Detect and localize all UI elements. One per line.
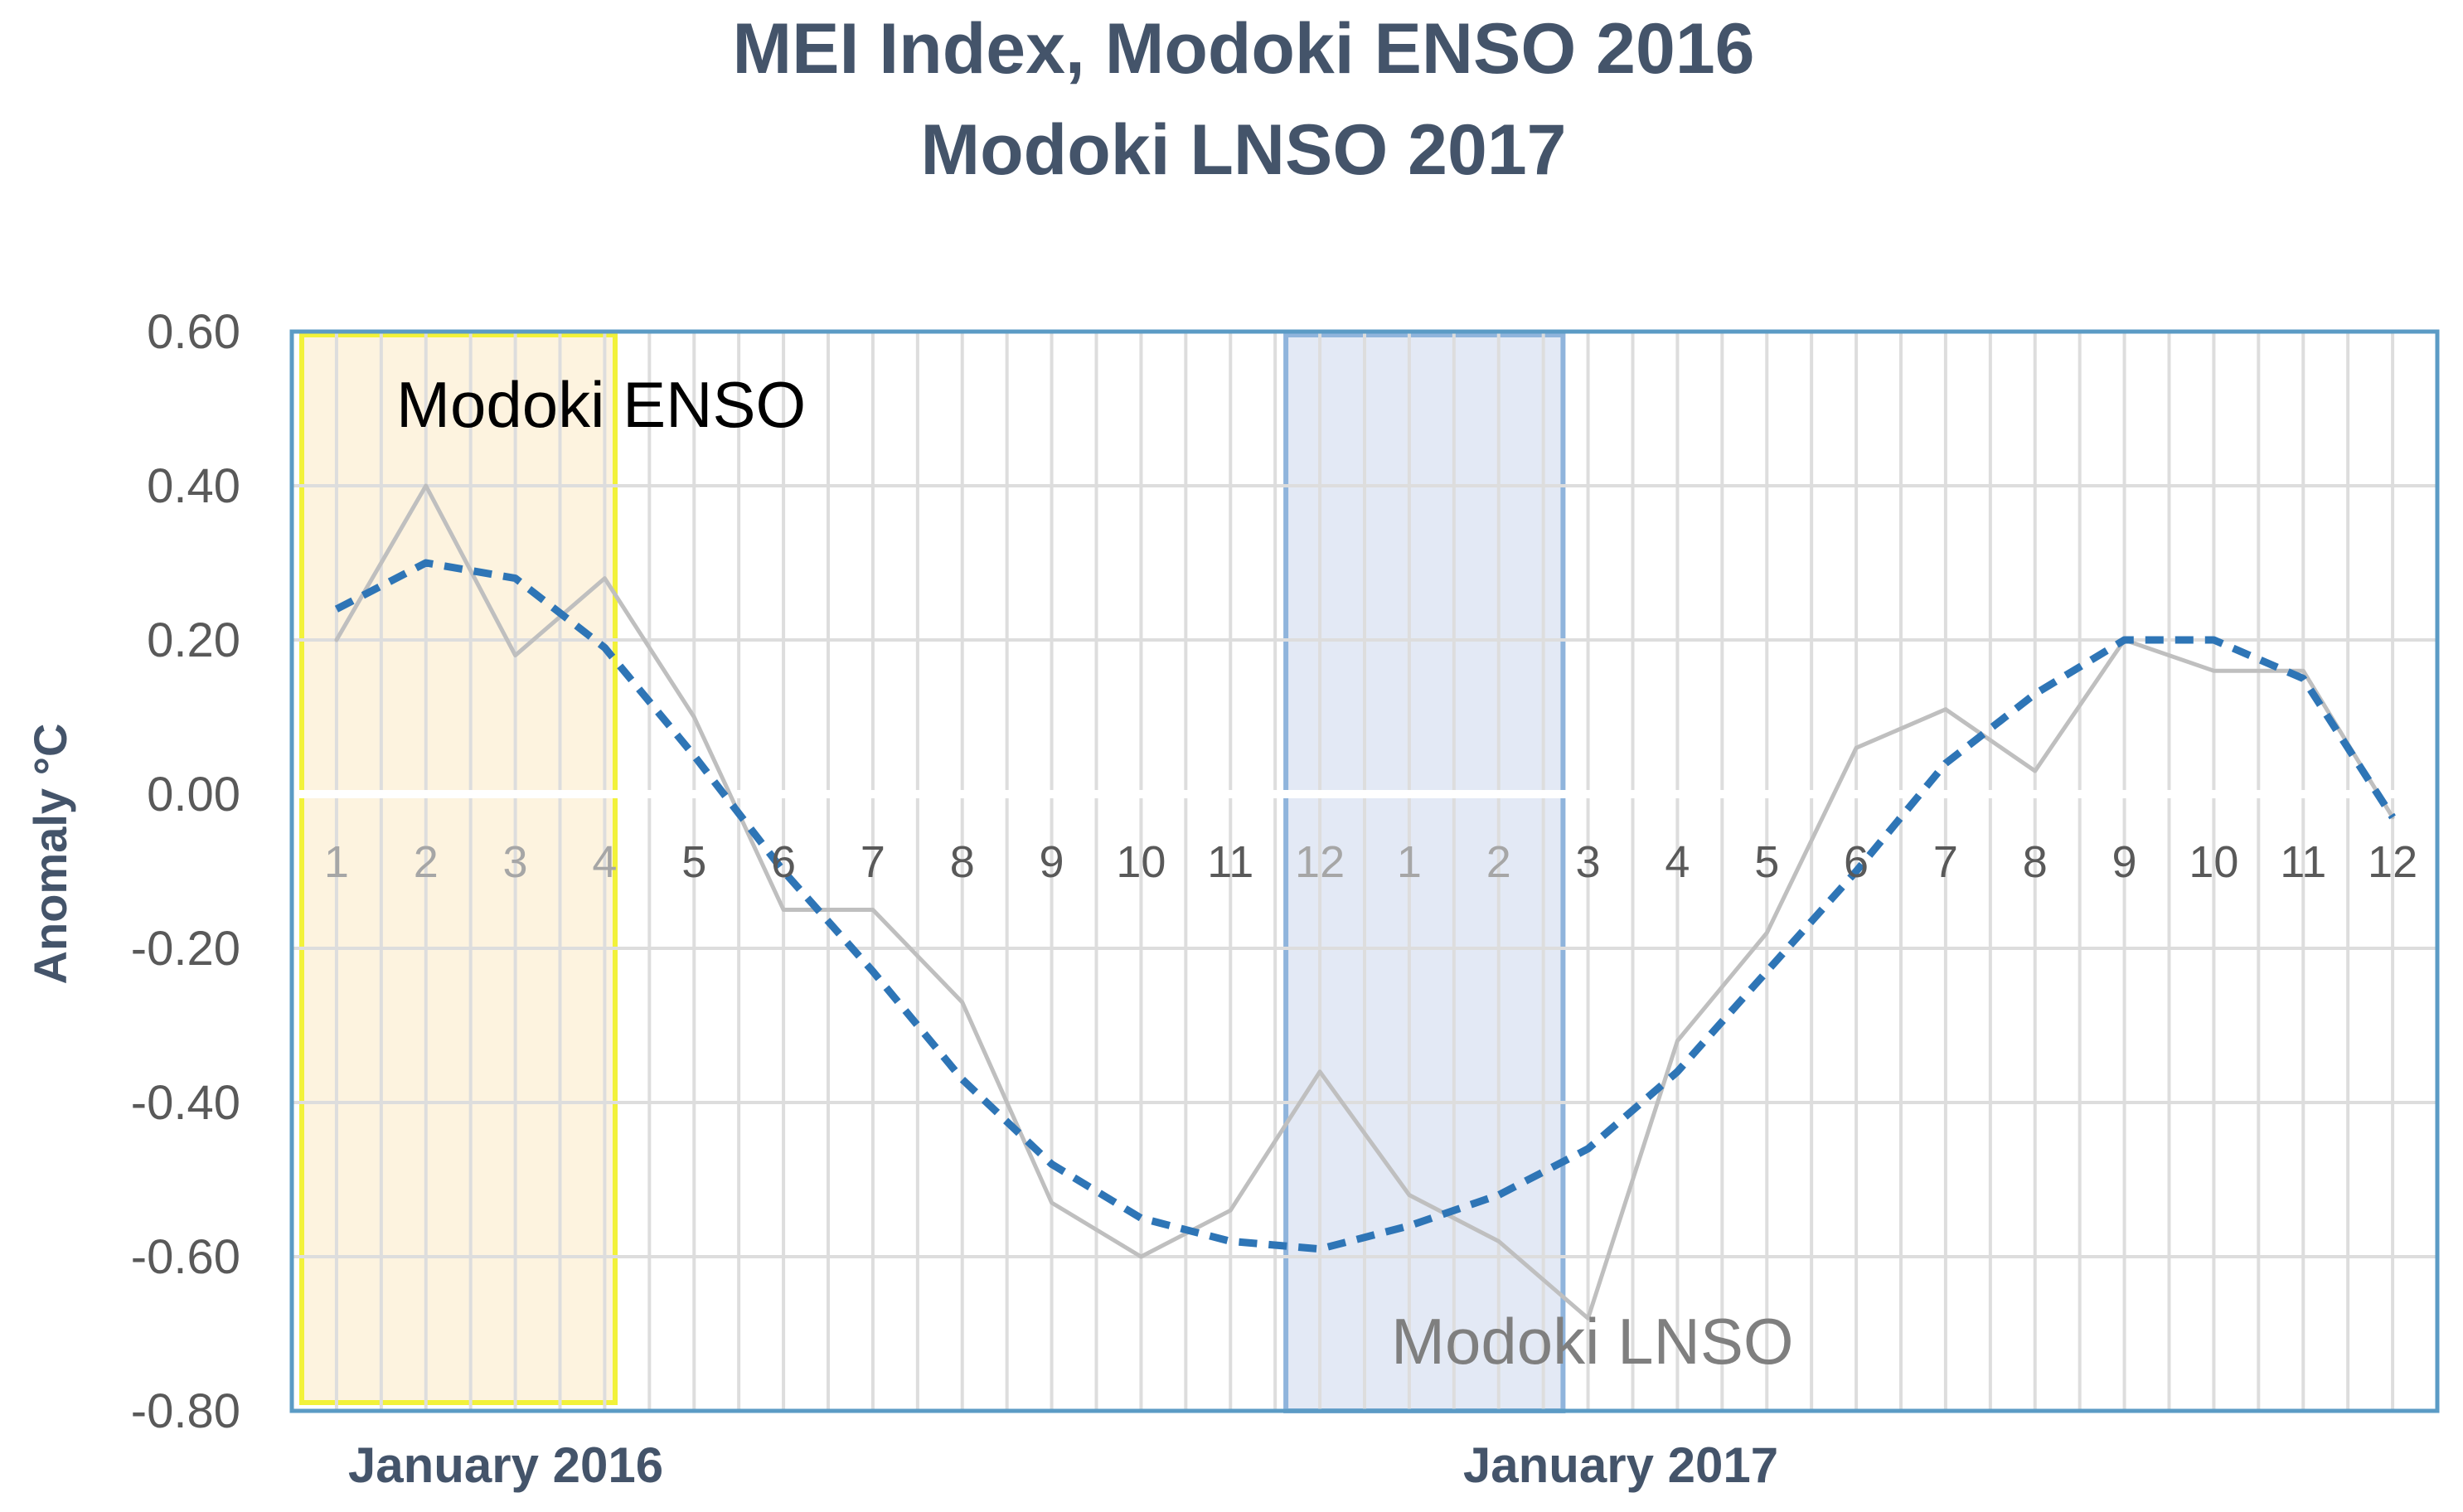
series-point-dashed-blue (1229, 1239, 1232, 1243)
series-point-solid-gray (692, 715, 696, 719)
series-point-dashed-blue (2301, 677, 2305, 681)
region-enso-window (299, 332, 618, 1405)
x-tick-label: 12 (2368, 837, 2417, 887)
year-label-2016: January 2016 (348, 1437, 663, 1493)
y-tick-labels: 0.60 0.40 0.20 0.00 -0.20 -0.40 -0.60 -0.80 (131, 305, 240, 1438)
series-line-dashed-blue (334, 559, 2396, 1253)
x-tick-label: 7 (861, 837, 885, 887)
series-point-dashed-blue (961, 1078, 964, 1081)
plot-area-border (289, 329, 2440, 1413)
annotations: Modoki ENSO Modoki LNSO (396, 368, 1794, 1378)
x-tick-label: 12 (1295, 837, 1345, 887)
x-tick-label: 10 (1116, 837, 1166, 887)
x-tick-label: 8 (950, 837, 975, 887)
y-axis-label: Anomaly °C (24, 724, 76, 985)
x-tick-label: 6 (1844, 837, 1869, 887)
x-tick-label: 1 (324, 837, 349, 887)
x-tick-labels: 1 2 3 4 5 6 7 8 9 10 11 12 1 2 3 4 5 6 7 8 9 10 11 12 (324, 837, 2417, 887)
series-point-solid-gray (1944, 708, 1947, 711)
series-point-solid-gray (1497, 1239, 1501, 1243)
series-point-solid-gray (2034, 769, 2037, 773)
series-point-solid-gray (782, 909, 785, 912)
series-point-solid-gray (424, 484, 428, 487)
series-point-solid-gray (2301, 669, 2305, 672)
annotation-modoki-lnso: Modoki LNSO (1391, 1305, 1794, 1378)
series-point-dashed-blue (2391, 816, 2394, 819)
year-label-2017: January 2017 (1463, 1437, 1778, 1493)
y-tick-label: 0.40 (147, 459, 240, 513)
series-point-dashed-blue (1050, 1162, 1054, 1166)
x-tick-label: 6 (771, 837, 796, 887)
gridlines (292, 330, 2437, 1413)
series-point-dashed-blue (603, 646, 606, 649)
series-point-solid-gray (1318, 1070, 1321, 1073)
series-point-solid-gray (961, 1001, 964, 1004)
series-point-dashed-blue (1587, 1147, 1590, 1151)
series-point-dashed-blue (335, 608, 338, 611)
x-tick-label: 11 (1207, 837, 1253, 887)
series-point-dashed-blue (1139, 1217, 1142, 1220)
series-point-solid-gray (2212, 669, 2215, 672)
x-tick-label: 3 (503, 837, 528, 887)
x-tick-label: 5 (1754, 837, 1779, 887)
series-point-solid-gray (1855, 746, 1858, 749)
series-point-dashed-blue (424, 561, 428, 565)
series-point-solid-gray (335, 638, 338, 642)
series-point-dashed-blue (871, 970, 875, 973)
series-point-dashed-blue (1765, 970, 1768, 973)
series-point-solid-gray (1229, 1209, 1232, 1212)
y-tick-label: -0.20 (131, 922, 240, 976)
series-point-solid-gray (871, 909, 875, 912)
series-point-solid-gray (514, 654, 517, 657)
x-tick-label: 5 (681, 837, 706, 887)
series-point-dashed-blue (1675, 1070, 1679, 1073)
series-point-solid-gray (1675, 1040, 1679, 1043)
series-point-dashed-blue (514, 577, 517, 580)
x-tick-label: 1 (1397, 837, 1422, 887)
x-tick-label: 10 (2189, 837, 2238, 887)
chart-title-line-1: MEI Index, Modoki ENSO 2016 (733, 9, 1755, 89)
series-point-solid-gray (1050, 1201, 1054, 1204)
series-point-dashed-blue (1944, 762, 1947, 765)
series-point-dashed-blue (2034, 692, 2037, 695)
series-point-solid-gray (1139, 1255, 1142, 1258)
y-tick-label: -0.80 (131, 1384, 240, 1438)
series-point-dashed-blue (1408, 1224, 1411, 1228)
series-line-solid-gray (334, 483, 2395, 1321)
highlight-regions (299, 332, 1566, 1413)
annotation-modoki-enso: Modoki ENSO (396, 368, 806, 441)
y-tick-label: -0.40 (131, 1076, 240, 1130)
y-tick-label: 0.00 (147, 768, 240, 821)
x-tick-label: 11 (2280, 837, 2326, 887)
x-tick-label: 9 (1040, 837, 1064, 887)
series-point-dashed-blue (1318, 1248, 1321, 1251)
y-tick-label: -0.60 (131, 1230, 240, 1284)
y-tick-label: 0.20 (147, 613, 240, 667)
series-lines (334, 483, 2396, 1321)
x-tick-label: 9 (2112, 837, 2137, 887)
x-tick-label: 4 (592, 837, 617, 887)
series-point-dashed-blue (2212, 638, 2215, 642)
x-tick-label: 3 (1576, 837, 1601, 887)
series-point-dashed-blue (1497, 1194, 1501, 1197)
x-tick-label: 8 (2023, 837, 2048, 887)
region-lnso-window (1283, 332, 1566, 1413)
x-tick-label: 2 (1486, 837, 1511, 887)
series-point-solid-gray (1408, 1194, 1411, 1197)
x-tick-label: 4 (1665, 837, 1690, 887)
x-tick-label: 7 (1933, 837, 1958, 887)
series-point-solid-gray (603, 577, 606, 580)
series-point-dashed-blue (2123, 638, 2126, 642)
series-point-dashed-blue (692, 754, 696, 758)
x-tick-label: 2 (414, 837, 439, 887)
chart-title-line-2: Modoki LNSO 2017 (921, 110, 1567, 190)
series-point-solid-gray (1765, 931, 1768, 934)
y-tick-label: 0.60 (147, 305, 240, 359)
